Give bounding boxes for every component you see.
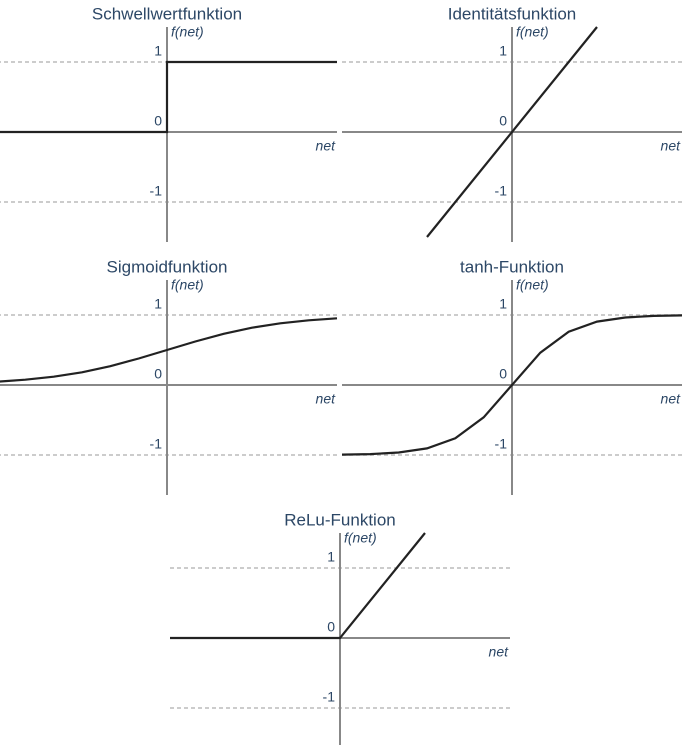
chart-title: ReLu-Funktion (284, 510, 396, 529)
y-tick-label: -1 (495, 436, 508, 452)
y-tick-label: -1 (495, 183, 508, 199)
x-axis-label: net (661, 391, 682, 407)
y-tick-label: 0 (154, 113, 162, 129)
function-line (0, 317, 338, 383)
y-axis-label: f(net) (171, 277, 204, 293)
function-line (426, 26, 598, 238)
y-axis-label: f(net) (171, 24, 204, 40)
y-axis-label: f(net) (516, 277, 549, 293)
function-line (0, 60, 337, 134)
chart-title: Sigmoidfunktion (107, 257, 228, 276)
y-tick-label: 0 (154, 366, 162, 382)
chart-title: tanh-Funktion (460, 257, 564, 276)
x-axis-label: net (316, 391, 337, 407)
y-axis-label: f(net) (516, 24, 549, 40)
y-tick-label: 1 (499, 43, 507, 59)
chart-title: Schwellwertfunktion (92, 4, 242, 23)
function-line (341, 314, 683, 456)
y-tick-label: 1 (154, 43, 162, 59)
y-tick-label: -1 (150, 436, 163, 452)
x-axis-label: net (316, 138, 337, 154)
y-tick-label: 0 (327, 619, 335, 635)
x-axis-label: net (489, 644, 510, 660)
chart-title: Identitätsfunktion (448, 4, 577, 23)
y-tick-label: 1 (499, 296, 507, 312)
y-tick-label: -1 (323, 689, 336, 705)
function-line (170, 532, 426, 640)
y-tick-label: 0 (499, 366, 507, 382)
y-tick-label: -1 (150, 183, 163, 199)
y-tick-label: 1 (327, 549, 335, 565)
x-axis-label: net (661, 138, 682, 154)
y-tick-label: 1 (154, 296, 162, 312)
y-tick-label: 0 (499, 113, 507, 129)
y-axis-label: f(net) (344, 530, 377, 546)
